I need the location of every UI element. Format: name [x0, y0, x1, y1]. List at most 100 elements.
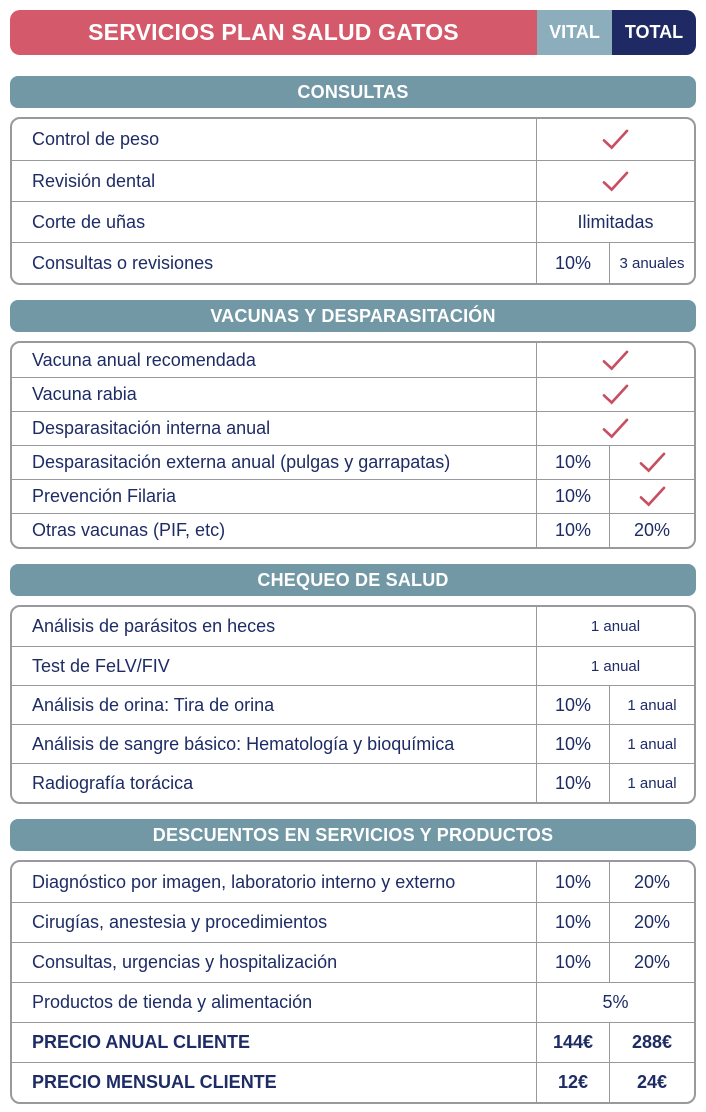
row-values: 10% 20%	[536, 862, 694, 902]
combined-value	[537, 119, 694, 160]
vital-value: 10%	[537, 862, 609, 902]
table-row: Otras vacunas (PIF, etc) 10% 20%	[12, 513, 694, 547]
combined-value	[537, 161, 694, 201]
value-text: 5%	[602, 992, 629, 1012]
vital-value: 10%	[537, 943, 609, 982]
row-values: 10%	[536, 446, 694, 479]
checkmark-icon	[602, 129, 629, 150]
table-row: Diagnóstico por imagen, laboratorio inte…	[12, 862, 694, 902]
combined-value: 1 anual	[537, 607, 694, 646]
section-header: CONSULTAS	[10, 76, 696, 108]
total-value: 1 anual	[609, 764, 694, 802]
vital-value: 12€	[537, 1063, 609, 1102]
row-label: Consultas, urgencias y hospitalización	[32, 952, 338, 972]
row-label: Cirugías, anestesia y procedimientos	[32, 912, 328, 932]
total-value	[609, 480, 694, 513]
value-text: 24€	[636, 1072, 668, 1092]
vital-value: 144€	[537, 1023, 609, 1062]
combined-value: Ilimitadas	[537, 202, 694, 242]
row-label: PRECIO ANUAL CLIENTE	[32, 1032, 251, 1052]
table-row: Cirugías, anestesia y procedimientos 10% 2…	[12, 902, 694, 942]
value-text: 20%	[633, 520, 671, 540]
row-label: Consultas o revisiones	[32, 252, 214, 273]
row-values	[536, 119, 694, 160]
row-label: Análisis de orina: Tira de orina	[32, 694, 275, 715]
row-label: Revisión dental	[32, 170, 156, 191]
row-values: 10% 20%	[536, 903, 694, 942]
row-values: 10% 20%	[536, 943, 694, 982]
table-row: Control de peso	[12, 119, 694, 160]
value-text: 1 anual	[590, 657, 641, 675]
value-text: 144€	[552, 1032, 594, 1052]
total-value: 20%	[609, 514, 694, 547]
checkmark-icon	[602, 384, 629, 405]
row-label: Prevención Filaria	[32, 486, 177, 506]
vital-value: 10%	[537, 903, 609, 942]
row-label: Análisis de sangre básico: Hematología y…	[32, 733, 455, 754]
combined-value: 5%	[537, 983, 694, 1022]
value-text: 20%	[633, 952, 671, 972]
value-text: 12€	[557, 1072, 589, 1092]
row-values: 1 anual	[536, 607, 694, 646]
page-title: SERVICIOS PLAN SALUD GATOS	[10, 10, 537, 55]
row-label: Desparasitación externa anual (pulgas y …	[32, 452, 451, 472]
column-header-total: TOTAL	[612, 10, 696, 55]
table-row: Análisis de orina: Tira de orina 10% 1 anu…	[12, 685, 694, 724]
row-values: Ilimitadas	[536, 202, 694, 242]
services-table: Análisis de parásitos en heces 1 anual Tes…	[10, 605, 696, 804]
value-text: 288€	[631, 1032, 673, 1052]
value-text: 10%	[554, 871, 592, 892]
total-value: 20%	[609, 943, 694, 982]
value-text: 1 anual	[627, 735, 677, 753]
value-text: 10%	[554, 252, 592, 273]
row-label: PRECIO MENSUAL CLIENTE	[32, 1072, 277, 1092]
checkmark-icon	[639, 452, 665, 473]
total-value: 288€	[609, 1023, 694, 1062]
row-values: 12€ 24€	[536, 1063, 694, 1102]
vital-value: 10%	[537, 446, 609, 479]
section-header: VACUNAS Y DESPARASITACIÓN	[10, 300, 696, 332]
checkmark-icon	[602, 350, 629, 371]
table-row: Análisis de sangre básico: Hematología y…	[12, 724, 694, 763]
total-value	[609, 446, 694, 479]
total-value: 20%	[609, 903, 694, 942]
row-values	[536, 343, 694, 377]
combined-value	[537, 343, 694, 377]
value-text: 10%	[554, 772, 592, 793]
table-row: Desparasitación externa anual (pulgas y …	[12, 445, 694, 479]
row-values: 10%	[536, 480, 694, 513]
total-value: 3 anuales	[609, 243, 694, 283]
value-text: Ilimitadas	[577, 211, 654, 232]
services-table: Diagnóstico por imagen, laboratorio inte…	[10, 860, 696, 1104]
value-text: 10%	[554, 952, 592, 972]
checkmark-icon	[602, 418, 629, 439]
row-label: Radiografía torácica	[32, 772, 194, 793]
table-row: Radiografía torácica 10% 1 anual	[12, 763, 694, 802]
table-row: Desparasitación interna anual	[12, 411, 694, 445]
row-label: Otras vacunas (PIF, etc)	[32, 520, 226, 540]
combined-value	[537, 378, 694, 411]
table-row: Prevención Filaria 10%	[12, 479, 694, 513]
row-label: Test de FeLV/FIV	[32, 655, 170, 676]
row-values	[536, 412, 694, 445]
row-values	[536, 378, 694, 411]
row-label: Productos de tienda y alimentación	[32, 992, 313, 1012]
total-value: 1 anual	[609, 725, 694, 763]
services-table: Control de peso Revisión dental Corte de u…	[10, 117, 696, 285]
row-values: 10% 20%	[536, 514, 694, 547]
section-header: DESCUENTOS EN SERVICIOS Y PRODUCTOS	[10, 819, 696, 851]
value-text: 3 anuales	[619, 254, 685, 272]
table-row: Análisis de parásitos en heces 1 anual	[12, 607, 694, 646]
table-row: Test de FeLV/FIV 1 anual	[12, 646, 694, 685]
checkmark-icon	[639, 486, 665, 507]
table-row: Corte de uñas Ilimitadas	[12, 201, 694, 242]
row-values: 144€ 288€	[536, 1023, 694, 1062]
section-title: CHEQUEO DE SALUD	[257, 569, 449, 590]
plan-header: SERVICIOS PLAN SALUD GATOS VITAL TOTAL	[10, 10, 696, 55]
vital-value: 10%	[537, 725, 609, 763]
combined-value	[537, 412, 694, 445]
section-header: CHEQUEO DE SALUD	[10, 564, 696, 596]
column-header-vital: VITAL	[537, 10, 612, 55]
row-label: Diagnóstico por imagen, laboratorio inte…	[32, 871, 456, 892]
services-table: Vacuna anual recomendada Vacuna rabia Desp…	[10, 341, 696, 549]
